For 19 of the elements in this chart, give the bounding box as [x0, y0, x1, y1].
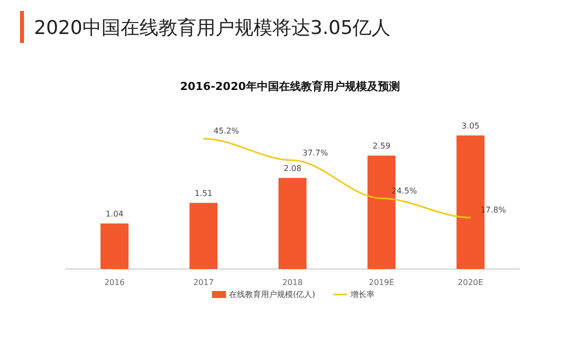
bar [278, 178, 306, 269]
data-label: 1.51 [194, 188, 212, 198]
chart-subtitle: 2016-2020年中国在线教育用户规模及预测 [180, 80, 400, 93]
data-label: 2.59 [372, 142, 390, 151]
data-label: 1.04 [106, 209, 124, 218]
x-tick-label: 2019E [368, 278, 394, 287]
x-tick-label: 2018 [282, 278, 303, 287]
data-label: 2.08 [284, 164, 302, 173]
x-tick-label: 2017 [193, 278, 214, 287]
bar [100, 223, 128, 269]
x-tick-label: 2016 [104, 278, 125, 287]
chart-title: 2020中国在线教育用户规模将达3.05亿人 [34, 17, 391, 39]
data-label: 3.05 [462, 121, 480, 130]
x-tick-label: 2020E [458, 278, 484, 287]
legend-label: 在线教育用户规模(亿人) [229, 290, 316, 299]
data-label: 45.2% [214, 126, 240, 136]
bar [190, 202, 218, 269]
legend-label: 增长率 [349, 290, 374, 299]
data-label: 37.7% [302, 148, 328, 158]
